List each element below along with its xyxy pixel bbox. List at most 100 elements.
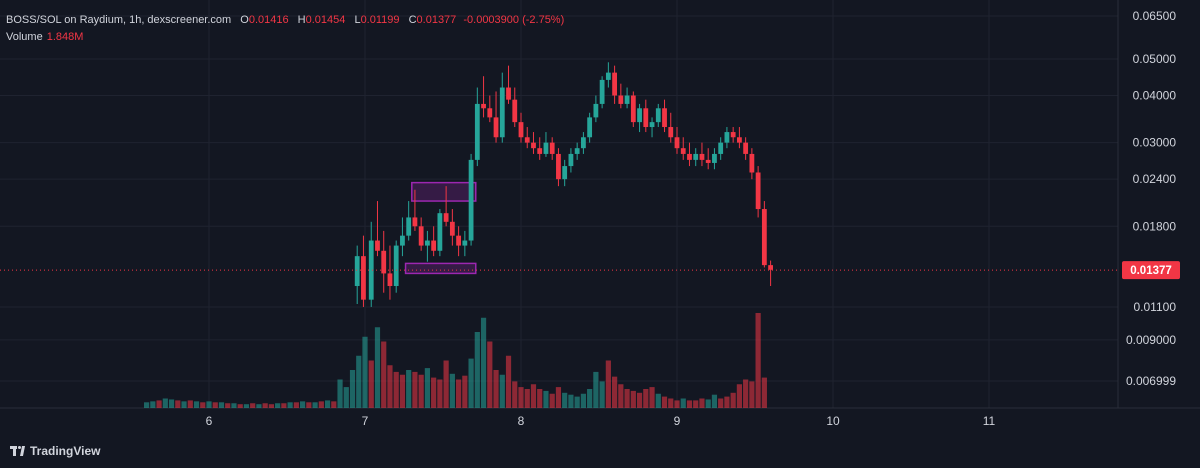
x-tick-label: 7 bbox=[362, 414, 369, 428]
volume-bar bbox=[281, 403, 287, 408]
volume-bar bbox=[749, 381, 755, 408]
x-tick-label: 9 bbox=[674, 414, 681, 428]
volume-bar bbox=[218, 402, 225, 408]
volume-bar bbox=[387, 365, 393, 408]
high-value: 0.01454 bbox=[305, 14, 346, 26]
resistance-box bbox=[411, 181, 477, 202]
volume-bar bbox=[718, 398, 724, 408]
candle-down bbox=[449, 221, 455, 236]
candle-up bbox=[574, 148, 580, 154]
volume-bar bbox=[599, 381, 605, 408]
volume-bar bbox=[605, 360, 611, 408]
last-price-badge bbox=[1122, 261, 1180, 280]
candle-up bbox=[368, 240, 374, 300]
volume-bar bbox=[636, 392, 643, 408]
volume-bar bbox=[512, 381, 518, 408]
volume-bar bbox=[406, 370, 412, 408]
volume-bar bbox=[480, 317, 487, 408]
volume-bar bbox=[487, 341, 493, 408]
price-tick-label: 0.009000 bbox=[1126, 333, 1176, 347]
candle-down bbox=[506, 87, 511, 100]
candle-up bbox=[655, 108, 661, 123]
volume-bar bbox=[761, 377, 767, 408]
volume-bar bbox=[293, 402, 299, 408]
tradingview-logo[interactable]: TradingView bbox=[10, 444, 100, 458]
volume-bar bbox=[530, 384, 537, 408]
volume-header: Volume 1.848M bbox=[6, 31, 83, 43]
candle-down bbox=[387, 273, 393, 287]
volume-bar bbox=[250, 403, 256, 408]
volume-bar bbox=[456, 379, 462, 408]
logo-text: TradingView bbox=[30, 444, 101, 458]
volume-value: 1.848M bbox=[46, 31, 84, 43]
candle-down bbox=[749, 153, 755, 173]
x-tick-label: 10 bbox=[826, 414, 840, 428]
volume-bar bbox=[555, 387, 562, 408]
volume-bar bbox=[443, 360, 449, 408]
volume-bar bbox=[175, 400, 181, 408]
volume-bar bbox=[331, 401, 337, 408]
symbol-header: BOSS/SOL on Raydium, 1h, dexscreener.com… bbox=[6, 14, 564, 26]
candle-up bbox=[624, 95, 630, 104]
candle-up bbox=[437, 213, 443, 251]
candle-up bbox=[605, 72, 611, 80]
candle-down bbox=[431, 240, 437, 251]
volume-bar bbox=[431, 377, 437, 408]
price-tick-label: 0.006999 bbox=[1126, 374, 1176, 388]
high-key: H bbox=[297, 14, 306, 26]
candle-up bbox=[543, 142, 549, 154]
x-tick-label: 6 bbox=[206, 414, 213, 428]
volume-bar bbox=[162, 398, 168, 408]
candle-up bbox=[499, 87, 505, 138]
volume-bar bbox=[574, 396, 580, 408]
x-tick-label: 8 bbox=[518, 414, 525, 428]
candle-down bbox=[361, 256, 366, 300]
support-box bbox=[404, 262, 477, 275]
candle-down bbox=[768, 265, 773, 270]
price-tick-label: 0.06500 bbox=[1133, 9, 1177, 23]
low-value: 0.01199 bbox=[360, 14, 400, 26]
volume-bar bbox=[705, 399, 711, 408]
price-tick-label: 0.01100 bbox=[1134, 300, 1177, 314]
candle-down bbox=[512, 99, 518, 123]
volume-bar bbox=[168, 399, 175, 408]
volume-bar bbox=[412, 371, 418, 408]
price-tick-label: 0.03000 bbox=[1133, 136, 1177, 150]
price-tick-label: 0.02400 bbox=[1133, 172, 1177, 186]
volume-bar bbox=[374, 327, 381, 408]
price-tick-label: 0.04000 bbox=[1133, 89, 1177, 103]
volume-bar bbox=[181, 401, 187, 408]
price-tick-label: 0.01800 bbox=[1133, 219, 1177, 233]
volume-bar bbox=[743, 379, 749, 408]
volume-bar bbox=[562, 392, 568, 408]
candle-down bbox=[524, 137, 530, 143]
volume-bar bbox=[618, 384, 624, 408]
volume-bar bbox=[237, 404, 243, 408]
candle-down bbox=[518, 122, 524, 138]
open-value: 0.01416 bbox=[248, 14, 289, 26]
candle-down bbox=[456, 235, 461, 246]
volume-bar bbox=[243, 404, 250, 408]
candle-down bbox=[493, 117, 499, 138]
candle-up bbox=[587, 117, 593, 138]
candle-down bbox=[418, 226, 424, 246]
volume-bar bbox=[206, 401, 212, 408]
volume-bar bbox=[524, 389, 530, 408]
volume-bar bbox=[418, 374, 424, 408]
volume-bar bbox=[549, 393, 555, 408]
volume-bar bbox=[144, 402, 150, 408]
volume-bar bbox=[187, 400, 193, 408]
volume-bar bbox=[593, 371, 599, 408]
candle-down bbox=[699, 153, 705, 160]
candle-down bbox=[737, 137, 742, 143]
volume-bar bbox=[643, 389, 649, 408]
volume-bar bbox=[693, 400, 699, 408]
candle-down bbox=[680, 148, 686, 154]
volume-bar bbox=[381, 341, 387, 408]
candle-down bbox=[481, 103, 486, 109]
last-price-label: 0.01377 bbox=[1130, 265, 1172, 277]
volume-bar bbox=[212, 402, 218, 408]
volume-bar bbox=[437, 379, 443, 408]
volume-bar bbox=[649, 387, 655, 408]
